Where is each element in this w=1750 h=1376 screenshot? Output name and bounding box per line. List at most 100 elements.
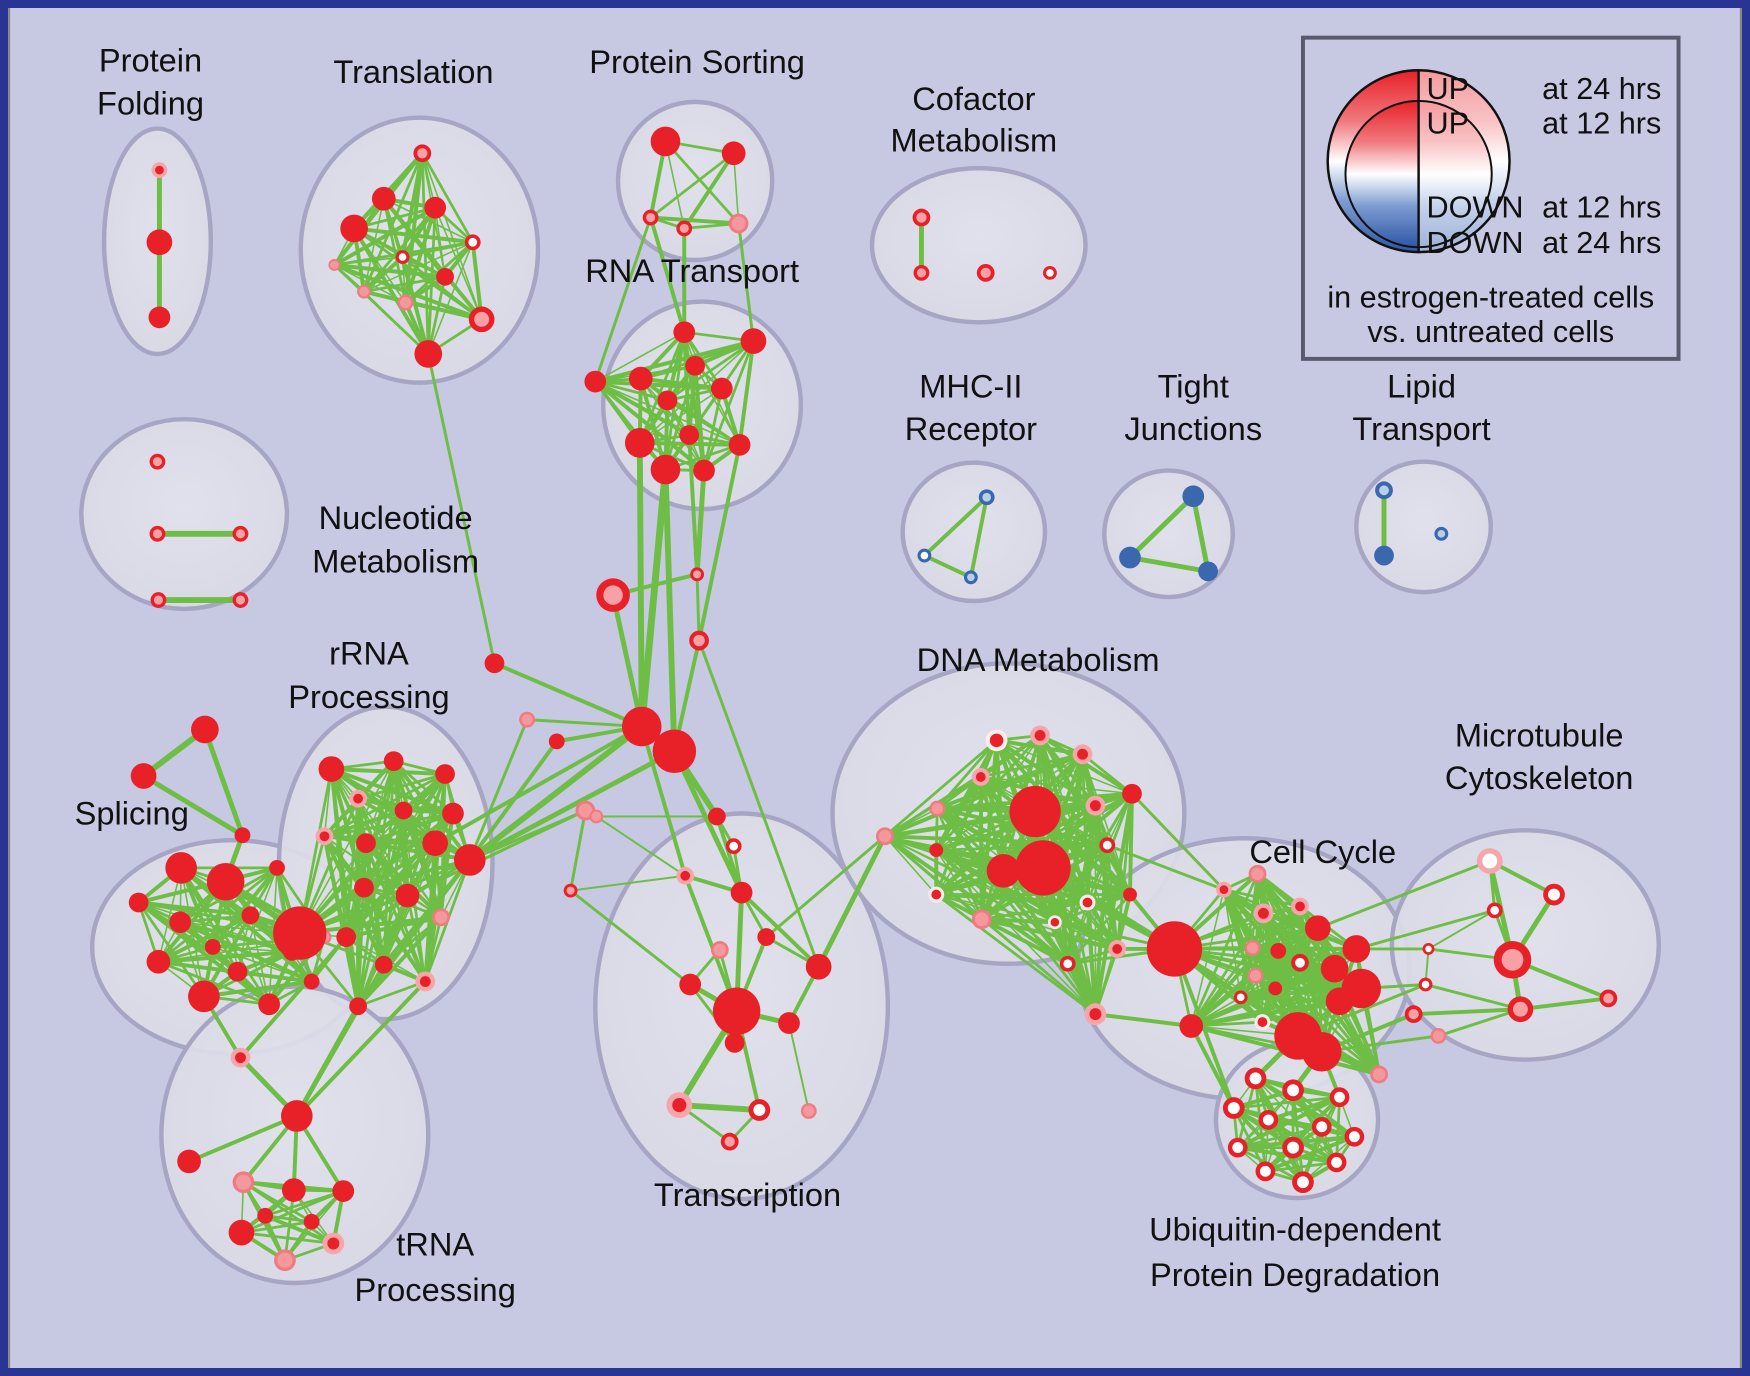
- network-edge: [427, 241, 474, 355]
- network-node-center: [1287, 1084, 1300, 1097]
- network-edge: [922, 553, 973, 580]
- network-edge: [1255, 871, 1382, 1077]
- network-node-center: [1046, 269, 1054, 277]
- network-edge: [1223, 888, 1242, 999]
- network-edge: [595, 815, 687, 877]
- network-node-center: [153, 595, 164, 605]
- cluster-label-protein_folding: Protein Folding: [97, 41, 204, 121]
- network-edge: [980, 918, 1097, 1015]
- network-node-center: [731, 216, 746, 231]
- network-node-center: [1287, 1141, 1300, 1154]
- network-edge: [263, 1213, 336, 1246]
- network-edge: [594, 331, 686, 383]
- network-node: [371, 186, 396, 211]
- network-edge: [1316, 859, 1492, 930]
- network-node: [1304, 915, 1331, 942]
- network-node-center: [680, 870, 691, 881]
- network-edge: [569, 889, 692, 986]
- network-edge: [356, 772, 447, 801]
- network-edge: [816, 833, 888, 970]
- network-edge: [1127, 555, 1211, 574]
- network-node-center: [235, 1174, 252, 1190]
- network-node: [624, 428, 655, 458]
- network-edge: [263, 1189, 345, 1218]
- network-edge: [884, 835, 938, 896]
- network-node-center: [1082, 897, 1093, 908]
- network-edge: [352, 206, 437, 230]
- network-node: [730, 881, 753, 904]
- network-node-center: [1257, 1017, 1268, 1027]
- network-edge: [364, 841, 444, 920]
- network-edge: [935, 849, 1097, 1015]
- network-node-center: [1548, 888, 1560, 901]
- network-node: [1119, 546, 1141, 569]
- network-node: [332, 1180, 355, 1202]
- network-node: [712, 987, 761, 1035]
- network-node-center: [359, 286, 369, 297]
- network-node: [740, 328, 767, 354]
- network-node: [929, 843, 944, 858]
- network-edge: [157, 960, 271, 1006]
- network-node-center: [1295, 901, 1305, 912]
- legend-caption-line1: in estrogen-treated cells: [1327, 280, 1654, 314]
- network-node-center: [982, 492, 992, 502]
- network-edge: [593, 380, 667, 471]
- network-node-center: [1236, 993, 1245, 1002]
- network-node-center: [353, 793, 363, 804]
- network-node: [1268, 981, 1283, 996]
- network-node: [234, 827, 251, 844]
- network-edge: [922, 495, 989, 558]
- network-node: [128, 892, 149, 913]
- network-edge: [332, 263, 430, 356]
- network-node: [374, 955, 393, 974]
- network-edge: [136, 900, 272, 1007]
- network-edge: [240, 1189, 345, 1234]
- network-edge: [934, 843, 1109, 852]
- network-edge: [638, 466, 669, 731]
- network-edge: [210, 865, 280, 949]
- network-edge: [329, 767, 361, 1009]
- network-node: [165, 852, 197, 884]
- network-node: [1342, 935, 1371, 963]
- legend: UP at 24 hrs UP at 12 hrs DOWN at 12 hrs…: [1300, 35, 1681, 361]
- network-node: [484, 653, 505, 674]
- network-node-center: [1421, 980, 1430, 989]
- network-edge: [137, 901, 206, 998]
- network-edge: [240, 1231, 335, 1245]
- network-edge: [671, 748, 745, 896]
- network-node-center: [1501, 948, 1524, 971]
- network-node: [1198, 561, 1218, 582]
- network-node: [1320, 954, 1349, 983]
- updown-node-glyph: [1326, 69, 1511, 254]
- network-node: [394, 801, 413, 820]
- cluster-label-splicing: Splicing: [75, 794, 189, 831]
- network-edge: [298, 760, 395, 934]
- network-node-center: [989, 733, 1004, 748]
- network-edge: [737, 221, 755, 343]
- cluster-label-tight: Tight Junctions: [1124, 367, 1262, 447]
- network-node: [257, 1207, 274, 1224]
- network-edge: [362, 275, 447, 294]
- cluster-label-translation: Translation: [333, 53, 493, 90]
- network-edge: [332, 205, 438, 267]
- cluster-lipid: [1354, 459, 1493, 595]
- network-node: [281, 1178, 306, 1202]
- network-edge: [882, 834, 1070, 966]
- network-edge: [1081, 753, 1131, 896]
- network-edge: [788, 1022, 810, 1113]
- network-node: [1179, 1014, 1204, 1038]
- cluster-label-trna: tRNA Processing: [355, 1225, 516, 1307]
- network-node-center: [1372, 1068, 1386, 1081]
- network-node-center: [916, 212, 927, 223]
- network-edge: [979, 917, 1057, 925]
- network-node: [650, 126, 681, 157]
- network-edge: [356, 893, 410, 1009]
- network-edge: [202, 866, 279, 998]
- network-node: [757, 928, 776, 946]
- network-edge: [979, 776, 1133, 795]
- network-node: [1270, 943, 1287, 959]
- network-node-center: [693, 570, 702, 579]
- network-edge: [649, 151, 736, 219]
- network-node: [1146, 921, 1203, 977]
- cluster-label-upd: Ubiquitin-dependent Protein Degradation: [1149, 1211, 1441, 1293]
